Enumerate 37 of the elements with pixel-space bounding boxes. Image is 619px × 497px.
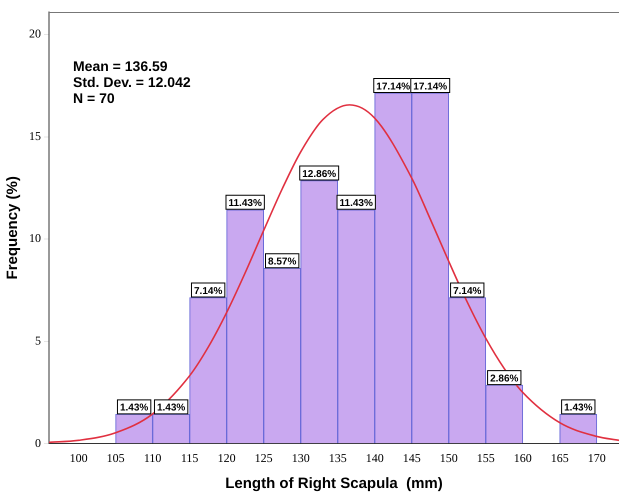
x-tick-label: 145 (402, 450, 421, 465)
x-axis-title: Length of Right Scapula (mm) (225, 475, 443, 492)
y-tick-label: 20 (29, 26, 41, 41)
x-tick-label: 100 (70, 450, 88, 465)
x-tick-label: 125 (254, 450, 273, 465)
data-label: 12.86% (302, 168, 336, 180)
x-tick-label: 130 (292, 450, 310, 465)
x-tick-label: 110 (144, 450, 162, 465)
data-label: 7.14% (194, 286, 222, 297)
x-tick-label: 135 (328, 450, 347, 465)
data-label: 1.43% (564, 402, 593, 414)
x-tick-label: 165 (550, 450, 569, 465)
y-tick-label: 10 (29, 231, 41, 246)
x-tick-label: 120 (218, 450, 236, 465)
x-tick-label: 160 (514, 450, 532, 465)
data-label: 11.43% (228, 198, 262, 210)
data-label: 2.86% (490, 373, 519, 384)
data-label: 8.57% (268, 256, 296, 268)
data-label: 1.43% (156, 402, 186, 414)
y-axis-title: Frequency (%) (4, 176, 22, 280)
y-tick-label: 0 (35, 436, 41, 450)
x-tick-label: 155 (476, 450, 495, 465)
annotation: N = 70 (73, 90, 115, 106)
x-tick-label: 170 (588, 450, 606, 465)
data-label: 11.43% (340, 198, 373, 210)
x-tick-label: 150 (440, 450, 458, 465)
data-label: 17.14% (413, 81, 448, 92)
data-label: 7.14% (453, 286, 482, 297)
y-tick-label: 5 (35, 333, 41, 348)
x-tick-label: 105 (106, 450, 125, 465)
data-label: 1.43% (120, 402, 148, 414)
x-tick-label: 115 (180, 450, 198, 465)
x-tick-label: 140 (366, 450, 384, 465)
y-tick-label: 15 (29, 128, 41, 143)
annotation: Mean = 136.59 (73, 58, 168, 74)
data-label: 17.14% (376, 81, 410, 92)
annotation: Std. Dev. = 12.042 (73, 74, 191, 90)
